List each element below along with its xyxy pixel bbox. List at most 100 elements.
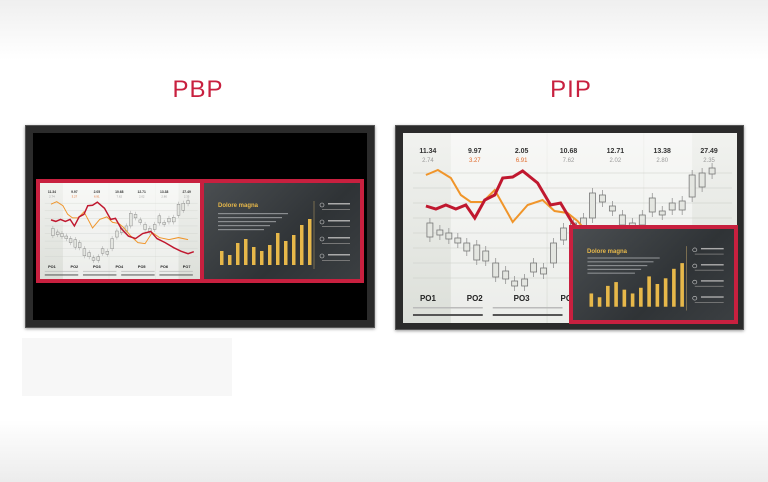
feature-icon [319,202,325,208]
subvalue-label: 6.91 [94,195,100,199]
pip-label: PIP [550,76,592,103]
placeholder-box [22,338,232,396]
candle [426,222,434,238]
bar [244,239,248,265]
text-line [322,209,350,210]
footnote-line [121,274,155,276]
footnote-line [44,270,79,272]
text-line [700,247,724,250]
pbp-monitor: 11.34 2.74 PO1 9.97 3.27 PO2 2.05 6.91 PO3 10.68 7… [25,125,375,328]
period-label: PO1 [48,264,56,269]
text-line [322,226,350,227]
candle [678,200,686,211]
candle [64,235,68,239]
candle [91,257,96,261]
period-label: PO7 [183,264,191,269]
bar [284,241,288,265]
candle [454,237,462,244]
column-band [62,183,109,279]
value-label: 11.34 [48,190,56,194]
pip-inset-frame: Dolore magna [569,225,738,324]
text-line [587,257,660,259]
candle [540,267,547,275]
footnote-line [82,270,117,272]
text-line [587,265,648,267]
text-line [700,296,724,298]
candle [129,213,133,227]
candle [82,248,87,256]
feature-icon [692,263,698,269]
pbp-heading: Dolore magna [218,203,259,209]
candle [492,262,500,278]
candle [172,217,176,223]
bar [276,233,280,265]
footnote-line [44,274,79,276]
period-label: PO6 [160,264,168,269]
bar [639,287,643,307]
candle [153,224,157,230]
candle [648,197,656,213]
candle [698,172,706,188]
text-line [218,229,264,231]
value-label: 13.38 [654,148,672,155]
text-line [218,225,270,227]
candle [618,214,626,226]
candle [60,233,64,237]
candle [87,252,91,257]
value-label: 10.68 [560,148,578,155]
value-label: 2.05 [94,190,101,194]
subvalue-label: 2.02 [139,195,145,199]
candle [105,251,109,255]
value-label: 2.05 [515,148,529,155]
candle [186,200,190,204]
value-label: 13.38 [160,190,168,194]
period-label: PO5 [138,264,146,269]
candle [110,238,114,249]
bar [589,293,594,307]
candle [181,203,185,211]
subvalue-label: 2.02 [610,158,622,164]
pip-inset-panel: Dolore magna [573,229,734,320]
candle [473,244,481,261]
period-label: PO4 [561,294,577,303]
candle [560,227,567,241]
pbp-dark-panel: Dolore magna [204,183,360,279]
text-line [694,301,724,303]
candle [530,262,537,273]
footnote-line [82,274,117,276]
feature-icon [319,236,325,242]
subvalue-label: 6.91 [516,158,528,164]
pbp-screen: 11.34 2.74 PO1 9.97 3.27 PO2 2.05 6.91 PO3 10.68 7… [33,133,367,320]
pbp-frame: 11.34 2.74 PO1 9.97 3.27 PO2 2.05 6.91 PO3 10.68 7… [36,179,364,283]
candle [502,270,510,280]
value-label: 27.49 [700,148,718,155]
candle [78,242,82,248]
period-label: PO3 [93,264,101,269]
text-line [218,221,276,223]
bar [614,282,618,307]
candle [162,222,166,225]
value-label: 9.97 [71,190,78,194]
text-line [700,280,724,282]
bar [622,289,627,307]
value-label: 10.68 [115,190,123,194]
text-line [328,254,350,256]
footnote-line [492,307,563,309]
footnote-line [159,274,193,276]
bar [672,268,676,307]
candle [521,278,529,287]
candle [550,242,557,264]
column-band [450,133,547,323]
bar [606,285,610,307]
candle [688,174,696,198]
bar [308,219,312,265]
subvalue-label: 7.62 [563,158,575,164]
bar [292,235,296,265]
text-line [328,237,350,239]
candle [115,230,119,238]
pip-monitor: 11.34 2.74 PO1 9.97 3.27 PO2 2.05 6.91 PO3 10.68 7… [395,125,744,330]
candle [176,204,181,216]
footnote-line [412,314,483,316]
candle [167,218,171,223]
text-line [322,260,350,261]
